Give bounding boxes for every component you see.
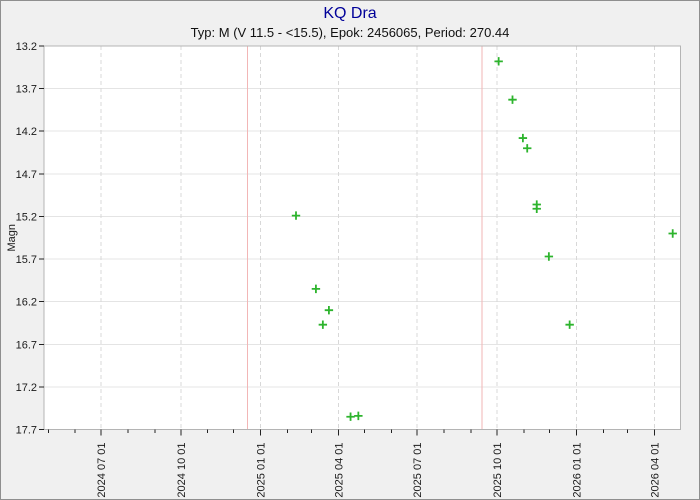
y-tick-label: 14.2 xyxy=(16,126,37,138)
y-tick-label: 13.2 xyxy=(16,41,37,53)
plot-area xyxy=(44,46,681,430)
data-point-marker xyxy=(346,412,355,421)
x-tick-label: 2025 10 01 xyxy=(492,443,504,498)
y-tick-label: 15.7 xyxy=(16,254,37,266)
y-tick-label: 16.2 xyxy=(16,297,37,309)
y-tick-label: 14.7 xyxy=(16,169,37,181)
y-tick-label: 17.2 xyxy=(16,382,37,394)
x-tick-label: 2025 04 01 xyxy=(333,443,345,498)
data-point-marker xyxy=(565,320,574,329)
y-tick-label: 16.7 xyxy=(16,339,37,351)
data-point-marker xyxy=(354,411,363,421)
data-point-marker xyxy=(523,144,532,153)
data-point-marker xyxy=(318,320,328,329)
x-tick-label: 2026 04 01 xyxy=(650,443,662,498)
data-point-marker xyxy=(544,252,554,261)
data-point-marker xyxy=(508,95,517,104)
x-tick-label: 2026 01 01 xyxy=(572,443,584,498)
data-point-marker xyxy=(668,229,677,238)
y-tick-label: 13.7 xyxy=(16,84,37,96)
data-point-marker xyxy=(494,57,503,66)
plot-border xyxy=(43,45,681,430)
chart-subtitle: Typ: M (V 11.5 - <15.5), Epok: 2456065, … xyxy=(190,25,510,40)
chart-title: KQ Dra xyxy=(323,5,377,22)
x-tick-label: 2024 10 01 xyxy=(176,443,188,498)
x-tick-label: 2025 07 01 xyxy=(412,443,424,498)
y-tick-label: 17.7 xyxy=(16,425,37,437)
x-tick-label: 2025 01 01 xyxy=(255,443,267,498)
y-tick-label: 15.2 xyxy=(16,211,37,223)
x-tick-label: 2024 07 01 xyxy=(96,443,108,498)
data-point-marker xyxy=(291,211,301,220)
data-point-marker xyxy=(324,305,334,315)
data-point-marker xyxy=(518,133,528,143)
data-point-marker xyxy=(532,204,541,213)
y-axis-label: Magn xyxy=(6,224,18,252)
data-point-marker xyxy=(311,284,321,294)
